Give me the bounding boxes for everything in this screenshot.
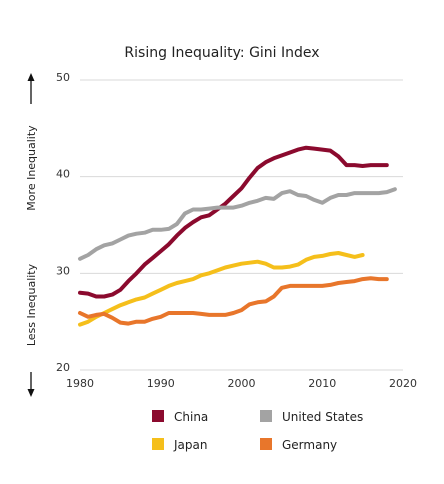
chart-title: Rising Inequality: Gini Index (124, 45, 319, 61)
y-tick-label-30: 30 (56, 264, 70, 277)
x-tick-label-2000: 2000 (228, 377, 256, 390)
x-tick-label-1980: 1980 (66, 377, 94, 390)
series-line-germany (78, 276, 389, 326)
y-tick-labels: 20 30 40 50 (56, 71, 70, 374)
legend-label-japan: Japan (173, 438, 207, 452)
series-line-japan (78, 251, 365, 327)
y-tick-label-50: 50 (56, 71, 70, 84)
series-line-china (78, 145, 389, 299)
x-tick-label-2010: 2010 (308, 377, 336, 390)
legend-swatch-china (152, 410, 164, 422)
down-arrowhead-icon (27, 389, 35, 397)
gridlines (80, 79, 403, 371)
more-inequality-label: More Inequality (25, 125, 38, 211)
legend-swatch-united-states (260, 410, 272, 422)
series-lines (78, 145, 397, 327)
legend-label-united-states: United States (282, 410, 363, 424)
less-inequality-label: Less Inequality (25, 263, 38, 346)
less-inequality-annotation: Less Inequality (25, 263, 38, 397)
y-tick-label-40: 40 (56, 168, 70, 181)
up-arrowhead-icon (27, 73, 35, 81)
more-inequality-annotation: More Inequality (25, 73, 38, 211)
y-tick-label-20: 20 (56, 361, 70, 374)
x-tick-labels: 1980 1990 2000 2010 2020 (66, 377, 417, 390)
x-tick-label-2020: 2020 (389, 377, 417, 390)
legend-swatch-japan (152, 438, 164, 450)
legend: China United States Japan Germany (152, 410, 363, 452)
legend-label-germany: Germany (282, 438, 337, 452)
legend-swatch-germany (260, 438, 272, 450)
series-line-united-states (78, 187, 397, 261)
x-tick-label-1990: 1990 (147, 377, 175, 390)
legend-label-china: China (174, 410, 208, 424)
